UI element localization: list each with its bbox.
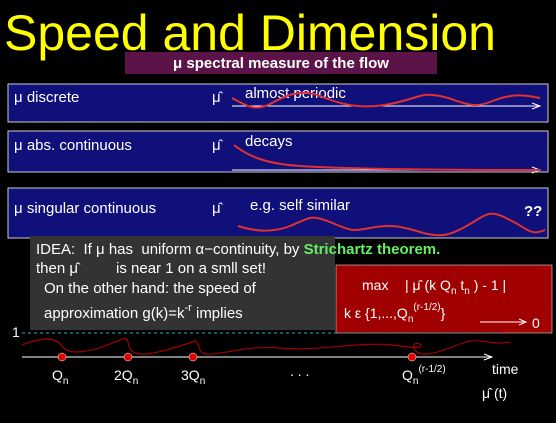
- hat: μ̂: [212, 200, 224, 217]
- subtitle-text: spectral measure of the flow: [186, 55, 389, 72]
- text-part: (r-1/2): [413, 302, 440, 313]
- text-part: n: [451, 286, 457, 297]
- text-part: is near 1 on a smll set!: [116, 260, 266, 277]
- axis-label: time: [492, 361, 519, 377]
- text-part: (r-1/2): [418, 364, 445, 375]
- text-part: singular continuous: [27, 200, 156, 217]
- hat: μ̂: [212, 137, 224, 154]
- subtitle: μ spectral measure of the flow: [173, 55, 389, 72]
- time-arrow: [483, 353, 494, 361]
- text-part: }: [441, 305, 446, 321]
- idea-line: then μ̂ is near 1 on a smll set!: [36, 260, 266, 277]
- text-part: μ: [14, 89, 23, 106]
- row-label: μ singular continuous: [14, 200, 156, 217]
- dots-label: . . .: [290, 363, 309, 379]
- text-part: then: [36, 260, 69, 277]
- text-part: μ̂: [69, 260, 81, 277]
- text-part: ) - 1 |: [470, 277, 506, 293]
- text-part: implies: [192, 305, 243, 322]
- text-part: n: [200, 376, 206, 387]
- text-part: approximation g(k)=k: [44, 305, 185, 322]
- idea-line: On the other hand: the speed of: [44, 280, 257, 297]
- text-part: n: [413, 376, 419, 387]
- time-mark: Qn: [52, 367, 68, 387]
- text-part: μ: [14, 200, 23, 217]
- hat: μ̂: [212, 89, 224, 106]
- bound-range: k ε {1,...,Qn(r-1/2)}: [344, 302, 446, 325]
- time-mark: Qn(r-1/2): [402, 364, 446, 387]
- row-box: [7, 83, 549, 123]
- title: Speed and Dimension: [4, 5, 496, 61]
- curve-label: μ̂ (t): [482, 385, 507, 401]
- behavior: decays: [245, 133, 293, 150]
- note: ??: [524, 203, 542, 220]
- text-part: Q: [402, 367, 413, 383]
- text-part: | μ̂ (k Q: [405, 277, 451, 293]
- behavior: e.g. self similar: [250, 197, 350, 214]
- text-part: k ε {1,...,Q: [344, 305, 408, 321]
- bound-max: max: [362, 277, 388, 293]
- time-mark: 2Qn: [114, 367, 138, 387]
- text-part: n: [63, 376, 69, 387]
- text-part: has uniform: [105, 241, 196, 258]
- text-part: μ: [96, 241, 105, 258]
- text-part: t: [457, 277, 465, 293]
- idea-box: [30, 236, 335, 330]
- time-mark: 3Qn: [181, 367, 205, 387]
- text-part: -r: [184, 302, 192, 314]
- text-part: μ: [14, 137, 23, 154]
- text-part: IDEA: If: [36, 241, 96, 258]
- curve: [21, 337, 511, 355]
- text-part: Q: [52, 367, 63, 383]
- limit-arrow: [480, 318, 528, 326]
- text-part: 3Q: [181, 367, 200, 383]
- bound-limit: 0: [532, 315, 540, 331]
- text-part: discrete: [27, 89, 80, 106]
- row-box: [7, 130, 549, 173]
- text-part: α−continuity, by: [196, 241, 304, 258]
- row-label: μ abs. continuous: [14, 137, 132, 154]
- dots: [57, 352, 417, 362]
- text-part: Strichartz theorem.: [304, 241, 441, 258]
- level-label: 1: [12, 324, 20, 340]
- text-part: n: [133, 376, 139, 387]
- bound-expr: | μ̂ (k Qn tn ) - 1 |: [405, 277, 506, 297]
- idea-line: approximation g(k)=k-r implies: [44, 302, 243, 322]
- row-label: μ discrete: [14, 89, 79, 106]
- subtitle-box: [125, 52, 437, 74]
- text-part: 2Q: [114, 367, 133, 383]
- symbol: μ: [173, 55, 182, 72]
- curves: [231, 91, 546, 237]
- text-part: n: [464, 286, 470, 297]
- text-part: n: [408, 314, 414, 325]
- bound-box: [335, 264, 553, 334]
- idea-line: IDEA: If μ has uniform α−continuity, by …: [36, 241, 440, 258]
- text-part: abs. continuous: [27, 137, 132, 154]
